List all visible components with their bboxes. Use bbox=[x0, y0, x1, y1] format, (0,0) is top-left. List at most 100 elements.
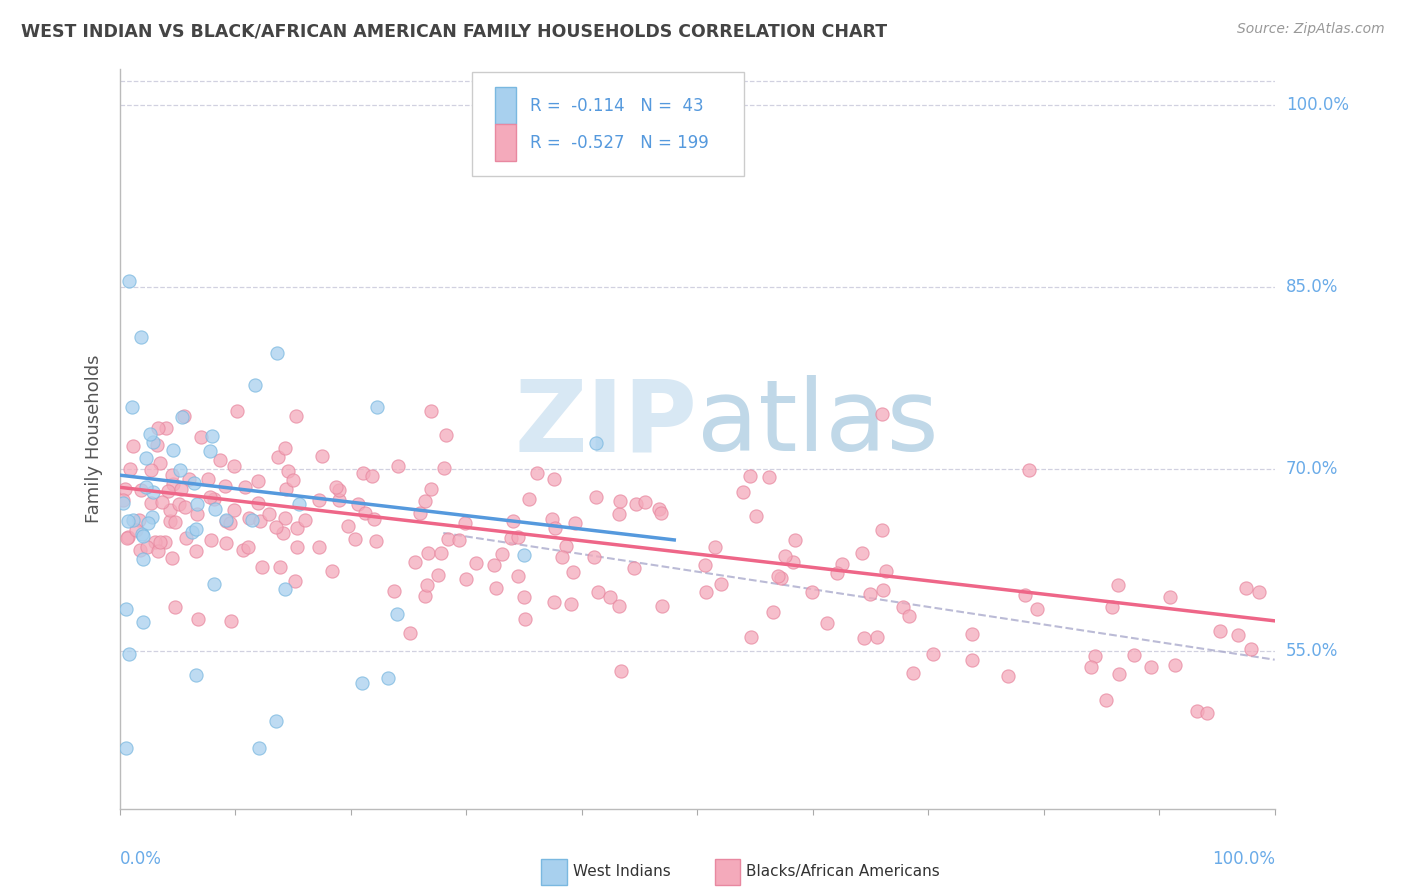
Point bbox=[202, 577, 225, 591]
Point bbox=[413, 494, 436, 508]
Point bbox=[135, 540, 157, 554]
Point bbox=[758, 470, 780, 484]
Point bbox=[308, 493, 330, 508]
Point bbox=[157, 484, 180, 499]
FancyBboxPatch shape bbox=[472, 72, 744, 176]
Point bbox=[350, 676, 373, 690]
Point bbox=[922, 647, 945, 661]
Point bbox=[142, 435, 165, 450]
Point bbox=[825, 566, 848, 580]
Point bbox=[785, 533, 807, 547]
Point bbox=[142, 485, 165, 500]
Point bbox=[551, 550, 574, 565]
Point bbox=[562, 565, 585, 579]
Point bbox=[240, 513, 263, 527]
Point bbox=[177, 472, 200, 486]
Point bbox=[125, 523, 148, 537]
Point bbox=[1234, 581, 1257, 595]
Point bbox=[419, 404, 441, 418]
Point bbox=[214, 536, 236, 550]
Point bbox=[624, 497, 647, 511]
Point bbox=[250, 560, 273, 574]
Point bbox=[138, 516, 160, 530]
Point bbox=[288, 497, 311, 511]
Point bbox=[543, 472, 565, 486]
Point bbox=[513, 590, 536, 604]
Point bbox=[321, 564, 343, 578]
Point bbox=[135, 480, 157, 494]
Point bbox=[1014, 588, 1036, 602]
Point bbox=[132, 615, 155, 630]
Point bbox=[149, 535, 172, 549]
Point bbox=[184, 544, 207, 558]
Point bbox=[243, 377, 266, 392]
Point bbox=[543, 595, 565, 609]
Point bbox=[870, 523, 893, 537]
Point bbox=[336, 519, 359, 533]
Point bbox=[651, 599, 673, 614]
Point bbox=[354, 507, 377, 521]
Point bbox=[831, 557, 853, 571]
Point bbox=[160, 550, 183, 565]
Point bbox=[385, 607, 408, 621]
Text: 85.0%: 85.0% bbox=[1286, 278, 1339, 296]
Point bbox=[454, 572, 477, 586]
Point bbox=[960, 653, 983, 667]
Point bbox=[586, 585, 609, 599]
Point bbox=[165, 515, 187, 529]
Bar bbox=[714, 859, 740, 885]
Point bbox=[311, 449, 333, 463]
Point bbox=[464, 556, 486, 570]
Point bbox=[214, 479, 236, 493]
Point bbox=[607, 599, 630, 613]
Point bbox=[859, 587, 882, 601]
Point bbox=[515, 612, 537, 626]
Point bbox=[866, 630, 889, 644]
Point bbox=[1026, 601, 1049, 615]
Point bbox=[221, 614, 243, 628]
Point bbox=[1101, 600, 1123, 615]
Text: Blacks/African Americans: Blacks/African Americans bbox=[745, 864, 939, 880]
Point bbox=[903, 665, 925, 680]
Point bbox=[173, 409, 195, 423]
Point bbox=[238, 540, 260, 554]
Point bbox=[284, 574, 307, 589]
Point bbox=[224, 459, 246, 474]
Point bbox=[1164, 658, 1187, 673]
Text: WEST INDIAN VS BLACK/AFRICAN AMERICAN FAMILY HOUSEHOLDS CORRELATION CHART: WEST INDIAN VS BLACK/AFRICAN AMERICAN FA… bbox=[21, 22, 887, 40]
Point bbox=[226, 404, 249, 418]
Point bbox=[585, 435, 607, 450]
Point bbox=[112, 492, 135, 507]
Point bbox=[141, 510, 163, 524]
Point bbox=[283, 473, 305, 487]
Point bbox=[513, 549, 536, 563]
Point bbox=[269, 559, 291, 574]
Point bbox=[222, 503, 245, 517]
Point bbox=[149, 457, 172, 471]
Point bbox=[398, 626, 420, 640]
Point bbox=[139, 463, 162, 477]
Point bbox=[418, 546, 440, 560]
Text: 100.0%: 100.0% bbox=[1212, 850, 1275, 868]
Point bbox=[202, 491, 225, 506]
Point bbox=[1123, 648, 1146, 662]
Point bbox=[564, 516, 586, 530]
Point bbox=[155, 420, 177, 434]
Point bbox=[893, 600, 915, 615]
Point bbox=[197, 472, 219, 486]
Point bbox=[247, 741, 270, 756]
Text: atlas: atlas bbox=[697, 376, 939, 473]
Point bbox=[740, 630, 762, 644]
Point bbox=[219, 516, 242, 530]
Text: R =  -0.527   N = 199: R = -0.527 N = 199 bbox=[530, 134, 709, 152]
Point bbox=[285, 540, 308, 554]
Point bbox=[491, 547, 513, 561]
Text: R =  -0.114   N =  43: R = -0.114 N = 43 bbox=[530, 96, 703, 114]
Point bbox=[132, 529, 155, 543]
Point bbox=[204, 502, 226, 516]
Point bbox=[447, 533, 470, 548]
Point bbox=[129, 483, 152, 498]
Text: ZIP: ZIP bbox=[515, 376, 697, 473]
Point bbox=[174, 531, 197, 545]
Point bbox=[183, 476, 205, 491]
